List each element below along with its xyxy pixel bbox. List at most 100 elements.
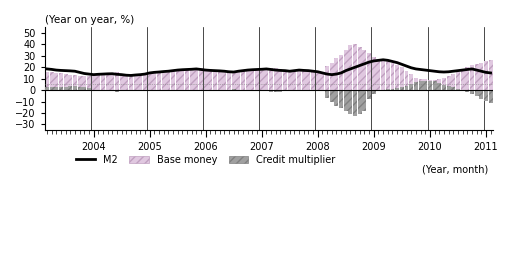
Bar (241, 89, 245, 90)
Bar (414, 77, 418, 90)
Bar (111, 90, 114, 91)
M2 (175, 68, 181, 72)
Bar (255, 69, 259, 90)
Bar (73, 86, 77, 90)
Bar (232, 73, 236, 90)
Bar (386, 89, 390, 90)
Bar (484, 90, 488, 101)
Bar (437, 83, 441, 90)
Bar (335, 58, 338, 90)
Bar (54, 87, 58, 90)
Bar (120, 74, 123, 90)
Bar (87, 76, 91, 90)
Bar (381, 89, 385, 90)
Line: M2: M2 (47, 60, 490, 75)
Bar (479, 63, 483, 90)
Bar (213, 70, 217, 90)
Bar (283, 90, 287, 91)
Bar (372, 57, 376, 90)
Bar (185, 90, 189, 91)
Bar (45, 72, 49, 90)
Bar (91, 89, 96, 90)
Bar (96, 75, 100, 90)
Bar (68, 75, 72, 90)
Bar (64, 74, 67, 90)
Bar (362, 50, 366, 90)
Bar (180, 69, 185, 90)
Bar (185, 69, 189, 90)
Bar (241, 71, 245, 90)
Bar (470, 90, 474, 94)
Bar (386, 61, 390, 90)
Bar (395, 65, 399, 90)
Bar (465, 90, 469, 92)
Bar (456, 72, 460, 90)
Bar (264, 68, 268, 90)
Legend: M2, Base money, Credit multiplier: M2, Base money, Credit multiplier (72, 151, 339, 168)
Bar (152, 73, 156, 90)
Bar (105, 74, 109, 90)
Bar (120, 90, 123, 91)
Bar (447, 86, 451, 90)
Bar (479, 90, 483, 99)
M2 (272, 68, 279, 72)
Bar (376, 90, 380, 91)
Bar (246, 71, 250, 90)
Bar (381, 60, 385, 90)
Bar (232, 89, 236, 90)
Bar (134, 75, 138, 90)
Bar (461, 90, 465, 91)
Bar (325, 66, 329, 90)
Bar (148, 89, 152, 90)
Bar (311, 89, 315, 90)
Bar (474, 90, 479, 96)
Bar (78, 76, 82, 90)
Bar (148, 74, 152, 90)
Bar (218, 71, 222, 90)
M2 (380, 58, 386, 61)
Bar (353, 44, 357, 90)
Bar (367, 90, 371, 99)
Bar (437, 79, 441, 90)
Bar (246, 89, 250, 90)
Bar (297, 69, 301, 90)
Bar (111, 73, 114, 90)
Bar (344, 90, 348, 111)
Bar (330, 63, 334, 90)
Bar (59, 74, 63, 90)
Bar (339, 90, 343, 108)
M2 (460, 68, 466, 72)
Bar (400, 67, 404, 90)
Bar (358, 90, 362, 114)
Bar (213, 90, 217, 91)
Bar (161, 72, 166, 90)
Bar (167, 71, 170, 90)
Bar (302, 70, 306, 90)
Bar (138, 89, 142, 90)
Bar (442, 84, 446, 90)
Bar (274, 68, 278, 90)
Bar (316, 89, 320, 90)
Bar (176, 70, 179, 90)
Bar (367, 54, 371, 90)
Bar (461, 69, 465, 90)
Bar (236, 89, 241, 90)
Bar (82, 76, 86, 90)
M2 (104, 72, 111, 75)
Bar (325, 90, 329, 98)
Bar (405, 86, 409, 90)
Bar (423, 81, 427, 90)
Bar (353, 90, 357, 116)
Bar (423, 79, 427, 90)
Bar (484, 61, 488, 90)
Bar (344, 50, 348, 90)
Bar (283, 70, 287, 90)
Bar (409, 84, 413, 90)
M2 (128, 74, 134, 77)
Bar (414, 81, 418, 90)
Bar (447, 76, 451, 90)
Bar (59, 87, 63, 90)
Bar (171, 71, 175, 90)
Bar (91, 75, 96, 90)
Bar (87, 88, 91, 90)
